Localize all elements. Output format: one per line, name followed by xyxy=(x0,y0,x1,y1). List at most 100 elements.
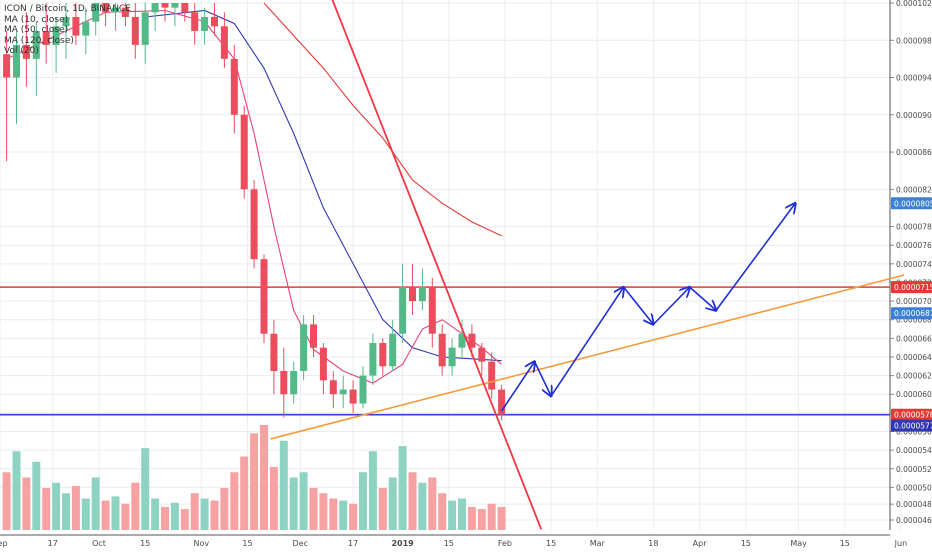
volume-bar xyxy=(12,451,21,530)
candle-body xyxy=(3,54,11,78)
volume-bar xyxy=(299,472,308,530)
volume-bar xyxy=(269,467,278,530)
x-tick-label: Dec xyxy=(293,539,308,548)
candle-body xyxy=(52,26,60,45)
candle-body xyxy=(329,380,337,395)
candle-body xyxy=(369,343,377,376)
price-label: 0.0000577 xyxy=(894,422,932,431)
candle-body xyxy=(92,3,100,22)
volume-bar xyxy=(131,482,140,530)
volume-bar xyxy=(477,509,486,530)
y-tick-label: 0.0000465 xyxy=(896,516,932,525)
candle-body xyxy=(191,12,199,31)
candle-body xyxy=(201,16,209,31)
ma50-line xyxy=(145,9,502,362)
candle-body xyxy=(112,7,119,13)
legend-volume[interactable]: Vol (20) xyxy=(4,46,39,56)
y-tick-label: 0.0000482 xyxy=(896,500,932,509)
legend-ma120[interactable]: MA (120, close) xyxy=(4,35,74,46)
candle-body xyxy=(32,30,40,59)
volume-bar xyxy=(230,472,239,530)
candle-body xyxy=(22,44,30,59)
price-label-box xyxy=(891,281,932,294)
volume-bar xyxy=(388,477,397,530)
candle-body xyxy=(161,3,169,8)
volume-bar xyxy=(111,496,120,530)
volume-bar xyxy=(260,425,268,530)
volume-bar xyxy=(378,488,387,530)
legend-ma10[interactable]: MA (10, close) xyxy=(4,14,69,25)
candle-body xyxy=(211,16,218,27)
candle-body xyxy=(82,21,90,36)
projection-segment xyxy=(715,203,795,311)
x-tick-label: Sep xyxy=(0,539,8,548)
x-tick-label: 15 xyxy=(242,539,252,548)
volume-bar xyxy=(71,485,80,530)
legend-ma50[interactable]: MA (50, close) xyxy=(4,25,69,35)
candle-body xyxy=(72,16,80,36)
projection-segment xyxy=(652,287,689,325)
volume-bar xyxy=(220,488,229,530)
candle-body xyxy=(102,3,110,13)
volume-bar xyxy=(289,477,298,530)
volume-bar xyxy=(141,448,150,530)
candle-body xyxy=(418,287,426,302)
price-label: 0.0000715 xyxy=(894,283,932,292)
candle-body xyxy=(409,287,416,302)
candle-body xyxy=(290,370,298,395)
volume-bar xyxy=(418,482,427,530)
volume-bar xyxy=(250,433,259,530)
candle-body xyxy=(240,114,248,190)
x-tick-label: 15 xyxy=(741,539,751,548)
candle-body xyxy=(230,58,238,115)
candle-body xyxy=(181,3,189,13)
volume-bar xyxy=(279,440,288,530)
volume-bar xyxy=(319,493,328,530)
candle-body xyxy=(13,44,20,78)
volume-bar xyxy=(349,503,358,530)
x-tick-label: Mar xyxy=(590,539,606,548)
red-trendline xyxy=(331,0,543,530)
ma120-line xyxy=(263,2,502,237)
candle-body xyxy=(220,26,228,59)
volume-bar xyxy=(62,493,70,530)
price-label-box xyxy=(891,307,932,320)
volume-bar xyxy=(170,502,179,530)
candle-body xyxy=(438,333,446,367)
candle-body xyxy=(428,287,436,334)
volume-bar xyxy=(309,488,318,530)
volume-bar xyxy=(408,472,417,530)
x-tick-label: 17 xyxy=(48,539,58,548)
orange-trendline xyxy=(270,274,905,440)
candle-body xyxy=(389,333,397,367)
x-tick-label: 15 xyxy=(444,539,454,548)
price-label: 0.0000578 xyxy=(894,411,932,420)
projection-segment xyxy=(689,286,716,310)
candle-body xyxy=(488,361,496,390)
x-tick-label: 17 xyxy=(348,539,358,548)
projection-segment xyxy=(623,286,654,324)
volume-bar xyxy=(32,461,41,530)
candle-body xyxy=(250,189,258,260)
volume-bar xyxy=(42,488,51,530)
volume-bar xyxy=(210,500,219,530)
price-label: 0.0000805 xyxy=(894,199,932,208)
projection-segment xyxy=(533,361,552,396)
volume-bar xyxy=(91,477,100,530)
chart-legend: ICON / Bitcoin, 1D, BINANCE MA (10, clos… xyxy=(4,4,131,57)
legend-symbol[interactable]: ICON / Bitcoin, 1D, BINANCE xyxy=(4,4,131,14)
candle-body xyxy=(270,333,278,371)
x-tick-label: 15 xyxy=(140,539,150,548)
candle-body xyxy=(319,347,327,381)
